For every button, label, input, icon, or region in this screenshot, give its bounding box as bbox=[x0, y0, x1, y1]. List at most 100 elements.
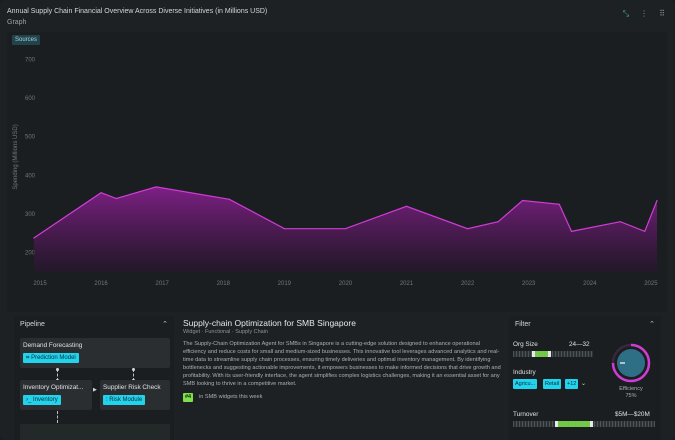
y-axis-label: Spending (Millions USD) bbox=[13, 124, 19, 189]
breadcrumb: Widget · Functional · Supply Chain bbox=[183, 329, 268, 335]
widget-title: Annual Supply Chain Financial Overview A… bbox=[7, 8, 268, 15]
y-tick-label: 200 bbox=[25, 251, 36, 257]
y-tick-label: 500 bbox=[25, 135, 36, 141]
connector-line bbox=[57, 411, 58, 423]
series-line bbox=[33, 186, 658, 239]
node-tag-label: Prediction Model bbox=[31, 355, 76, 361]
industry-chip[interactable]: Retail bbox=[543, 379, 562, 389]
chevron-down-icon[interactable]: ⌄ bbox=[581, 381, 587, 387]
pipeline-panel: Pipeline ⌃ Demand Forecasting ⌗ Predicti… bbox=[14, 316, 174, 440]
x-tick-label: 2025 bbox=[644, 281, 658, 287]
data-point bbox=[405, 205, 408, 207]
sliders-icon: ⫶ bbox=[106, 397, 108, 403]
data-point bbox=[497, 221, 499, 223]
pipeline-node-supplier-risk[interactable]: Supplier Risk Check ⫶ Risk Module bbox=[100, 380, 170, 410]
x-ticks: 2015 2016 2017 2018 2019 2020 2021 2022 2023 2024… bbox=[33, 281, 658, 287]
chevron-up-icon[interactable]: ⌃ bbox=[649, 321, 655, 328]
bottom-panels: Pipeline ⌃ Demand Forecasting ⌗ Predicti… bbox=[7, 313, 667, 440]
data-point bbox=[100, 192, 102, 194]
filter-panel: Filter ⌃ Org Size 24—32 Industry Agricu.… bbox=[509, 316, 661, 440]
data-point bbox=[644, 230, 646, 232]
rank-badge: #4 bbox=[183, 393, 194, 402]
area-fill bbox=[33, 186, 657, 272]
org-size-label: Org Size bbox=[513, 341, 538, 348]
pipeline-node-inventory[interactable]: Inventory Optimizat... ›_ Inventory bbox=[20, 380, 92, 410]
industry-chip-more[interactable]: +12 bbox=[565, 379, 579, 389]
pipeline-title: Pipeline bbox=[20, 321, 45, 328]
header-actions: ⤡ ⋮ ⠿ bbox=[623, 10, 665, 18]
data-point bbox=[619, 221, 621, 223]
x-tick-label: 2020 bbox=[339, 281, 353, 287]
x-tick-label: 2024 bbox=[583, 281, 597, 287]
data-point bbox=[155, 186, 157, 188]
x-tick-label: 2018 bbox=[217, 281, 231, 287]
node-tag[interactable]: ⌗ Prediction Model bbox=[23, 353, 79, 363]
model-icon: ⌗ bbox=[26, 355, 30, 361]
pipeline-node-demand[interactable]: Demand Forecasting ⌗ Prediction Model bbox=[20, 338, 170, 368]
y-tick-label: 400 bbox=[25, 173, 36, 179]
node-tag[interactable]: ›_ Inventory bbox=[23, 395, 61, 405]
connector-line bbox=[133, 369, 134, 381]
data-point bbox=[570, 230, 573, 232]
efficiency-value: 75% bbox=[625, 393, 637, 399]
node-title: Demand Forecasting bbox=[23, 342, 83, 349]
x-tick-label: 2022 bbox=[461, 281, 475, 287]
widget-header: Annual Supply Chain Financial Overview A… bbox=[7, 7, 667, 29]
node-tag-label: Risk Module bbox=[109, 397, 143, 403]
turnover-slider[interactable] bbox=[513, 421, 655, 427]
connector-dot bbox=[56, 368, 59, 371]
collapse-icon[interactable]: ⤡ bbox=[622, 9, 630, 18]
slider-fill bbox=[533, 351, 549, 357]
industry-label: Industry bbox=[513, 369, 536, 376]
area-chart: Spending (Millions USD) 200 300 400 500 600 7… bbox=[13, 57, 658, 287]
slider-fill bbox=[555, 421, 592, 427]
efficiency-knob[interactable] bbox=[611, 343, 651, 383]
slider-thumb[interactable] bbox=[554, 421, 558, 427]
widget-subtitle: Graph bbox=[7, 19, 27, 26]
detail-description: The Supply-Chain Optimization Agent for … bbox=[183, 341, 501, 387]
slider-track bbox=[513, 351, 593, 357]
more-vertical-icon[interactable]: ⋮ bbox=[640, 9, 649, 18]
data-point bbox=[467, 228, 469, 230]
node-tag-label: Inventory bbox=[33, 397, 58, 403]
node-title: Inventory Optimizat... bbox=[23, 384, 84, 391]
data-point bbox=[558, 203, 560, 205]
sources-button[interactable]: Sources bbox=[12, 35, 41, 45]
chevron-up-icon[interactable]: ⌃ bbox=[162, 321, 168, 328]
org-size-slider[interactable] bbox=[513, 351, 593, 357]
node-tag[interactable]: ⫶ Risk Module bbox=[103, 395, 146, 405]
knob-graphic bbox=[611, 343, 651, 383]
data-point bbox=[656, 199, 658, 202]
data-point bbox=[228, 198, 230, 200]
efficiency-label: Efficiency bbox=[619, 386, 643, 392]
x-tick-label: 2017 bbox=[155, 281, 169, 287]
detail-panel: Supply-chain Optimization for SMB Singap… bbox=[177, 313, 507, 440]
y-tick-label: 300 bbox=[25, 212, 36, 218]
industry-chip[interactable]: Agricu... bbox=[513, 379, 538, 389]
filter-title: Filter bbox=[515, 321, 531, 328]
pipeline-node-next[interactable] bbox=[20, 424, 170, 440]
slider-thumb[interactable] bbox=[548, 351, 551, 357]
slider-thumb[interactable] bbox=[532, 351, 535, 357]
x-tick-label: 2019 bbox=[278, 281, 292, 287]
y-tick-label: 600 bbox=[25, 96, 36, 102]
chart-card: Sources Spending (Millions USD) 200 300 40… bbox=[7, 32, 667, 312]
connector-dot bbox=[132, 368, 135, 371]
arrow-right-icon: ▶ bbox=[93, 387, 97, 393]
data-point bbox=[115, 197, 117, 200]
slider-thumb[interactable] bbox=[590, 421, 594, 427]
data-points bbox=[33, 186, 658, 239]
y-tick-label: 700 bbox=[25, 57, 36, 63]
node-title: Supplier Risk Check bbox=[103, 384, 161, 391]
knob-face bbox=[617, 349, 645, 377]
y-ticks: 200 300 400 500 600 700 bbox=[25, 57, 36, 256]
drag-handle-icon[interactable]: ⠿ bbox=[659, 9, 665, 18]
org-size-value: 24—32 bbox=[569, 341, 590, 348]
detail-title: Supply-chain Optimization for SMB Singap… bbox=[183, 318, 356, 328]
rank-text: in SMB widgets this week bbox=[199, 394, 263, 400]
data-point bbox=[522, 199, 524, 202]
x-tick-label: 2021 bbox=[400, 281, 414, 287]
x-tick-label: 2015 bbox=[33, 281, 47, 287]
turnover-value: $5M—$20M bbox=[615, 411, 650, 418]
